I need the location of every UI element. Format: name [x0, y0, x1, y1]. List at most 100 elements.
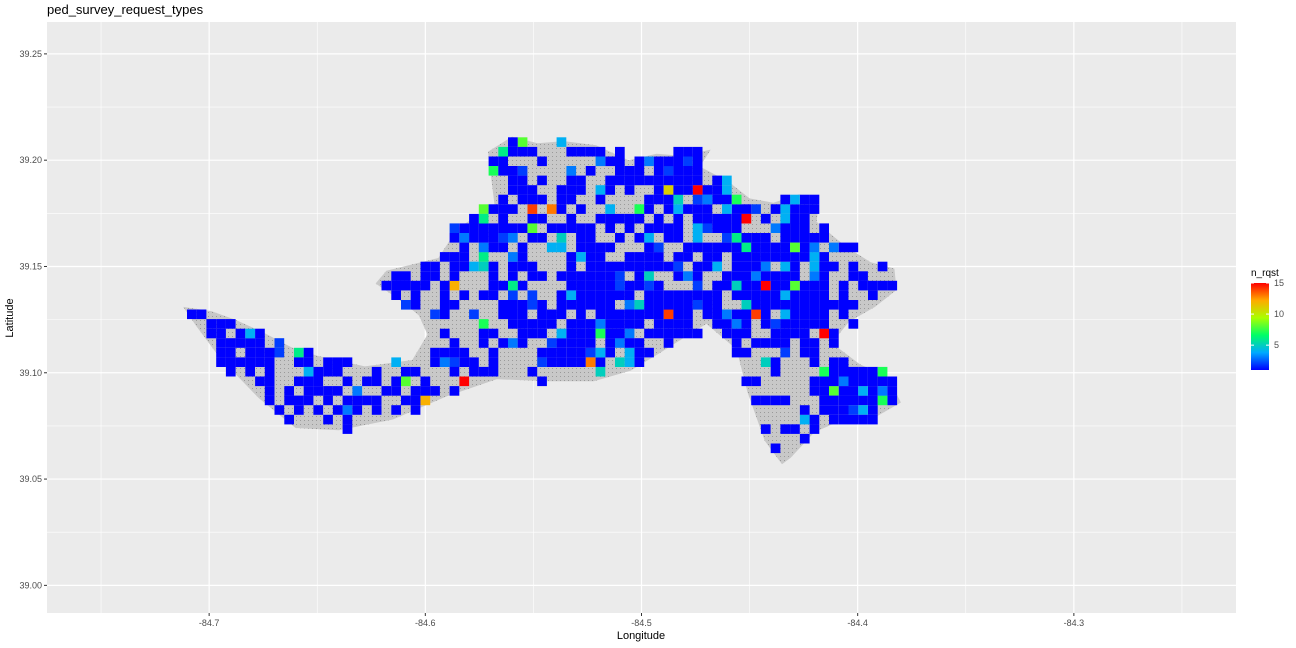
request-cell	[517, 319, 528, 329]
request-cell	[508, 261, 518, 272]
request-cell	[264, 357, 275, 367]
request-cell	[731, 233, 742, 243]
request-cell	[264, 366, 275, 377]
request-cell	[615, 261, 625, 272]
request-cell	[352, 405, 363, 415]
request-cell	[508, 338, 518, 348]
request-cell	[498, 338, 508, 348]
request-cell	[576, 271, 586, 281]
request-cell	[576, 233, 586, 243]
request-cell	[829, 357, 839, 367]
request-cell	[848, 414, 859, 425]
request-cell	[566, 290, 577, 300]
request-cell	[877, 386, 888, 396]
request-cell	[498, 233, 508, 243]
request-cell	[868, 290, 878, 300]
request-cell	[819, 233, 829, 243]
request-cell	[537, 300, 547, 310]
request-cell	[537, 156, 547, 167]
request-cell	[731, 271, 742, 281]
request-cell	[508, 146, 518, 157]
request-cell	[692, 280, 703, 291]
request-cell	[722, 194, 732, 205]
request-cell	[381, 386, 392, 396]
request-cell	[663, 319, 674, 329]
request-cell	[381, 280, 392, 291]
request-cell	[585, 357, 596, 367]
request-cell	[449, 252, 460, 262]
request-cell	[722, 204, 732, 214]
request-cell	[225, 366, 236, 377]
request-cell	[838, 376, 849, 387]
request-cell	[741, 376, 752, 387]
request-cell	[868, 376, 878, 387]
request-cell	[556, 204, 567, 214]
request-cell	[556, 300, 567, 310]
request-cell	[809, 309, 820, 320]
request-cell	[790, 204, 800, 214]
request-cell	[653, 166, 664, 176]
request-cell	[595, 156, 606, 167]
request-cell	[527, 319, 538, 329]
request-cell	[887, 280, 898, 291]
request-cell	[527, 233, 538, 243]
request-cell	[751, 280, 761, 291]
request-cell	[692, 261, 703, 272]
request-cell	[255, 328, 265, 339]
request-cell	[673, 233, 684, 243]
request-cell	[868, 395, 878, 406]
request-cell	[702, 290, 713, 300]
request-cell	[488, 242, 499, 253]
x-axis-ticks: -84.7 -84.6 -84.5 -84.4 -84.3	[199, 613, 1084, 628]
request-cell	[858, 386, 868, 396]
request-cell	[644, 347, 654, 358]
request-cell	[595, 366, 606, 377]
request-cell	[692, 156, 703, 167]
request-cell	[216, 338, 226, 348]
request-cell	[556, 233, 567, 243]
request-cell	[741, 347, 752, 358]
request-cell	[819, 386, 829, 396]
request-cell	[323, 414, 333, 425]
request-cell	[829, 376, 839, 387]
request-cell	[508, 185, 518, 195]
request-cell	[624, 319, 635, 329]
request-cell	[673, 309, 684, 320]
request-cell	[683, 290, 693, 300]
request-cell	[537, 328, 547, 339]
request-cell	[274, 338, 285, 348]
request-cell	[751, 300, 761, 310]
request-cell	[469, 309, 479, 320]
request-cell	[712, 175, 722, 186]
request-cell	[809, 424, 820, 434]
request-cell	[362, 395, 372, 406]
request-cell	[391, 386, 401, 396]
request-cell	[585, 146, 596, 157]
x-tick-label: -84.3	[1064, 618, 1085, 628]
request-cell	[799, 223, 810, 233]
request-cell	[663, 300, 674, 310]
request-cell	[420, 261, 431, 272]
request-cell	[459, 242, 470, 253]
request-cell	[615, 175, 625, 186]
request-cell	[809, 376, 820, 387]
request-cell	[653, 175, 664, 186]
request-cell	[644, 204, 654, 214]
request-cell	[566, 328, 577, 339]
request-cell	[488, 357, 499, 367]
request-cell	[819, 300, 829, 310]
request-cell	[644, 261, 654, 272]
request-cell	[731, 309, 742, 320]
request-cell	[576, 185, 586, 195]
request-cell	[576, 242, 586, 253]
request-cell	[585, 338, 596, 348]
request-cell	[663, 290, 674, 300]
request-cell	[634, 213, 645, 224]
request-cell	[585, 223, 596, 233]
x-axis-title: Longitude	[617, 630, 665, 642]
request-cell	[663, 204, 674, 214]
x-tick-label: -84.6	[415, 618, 436, 628]
request-cell	[459, 233, 470, 243]
request-cell	[722, 328, 732, 339]
